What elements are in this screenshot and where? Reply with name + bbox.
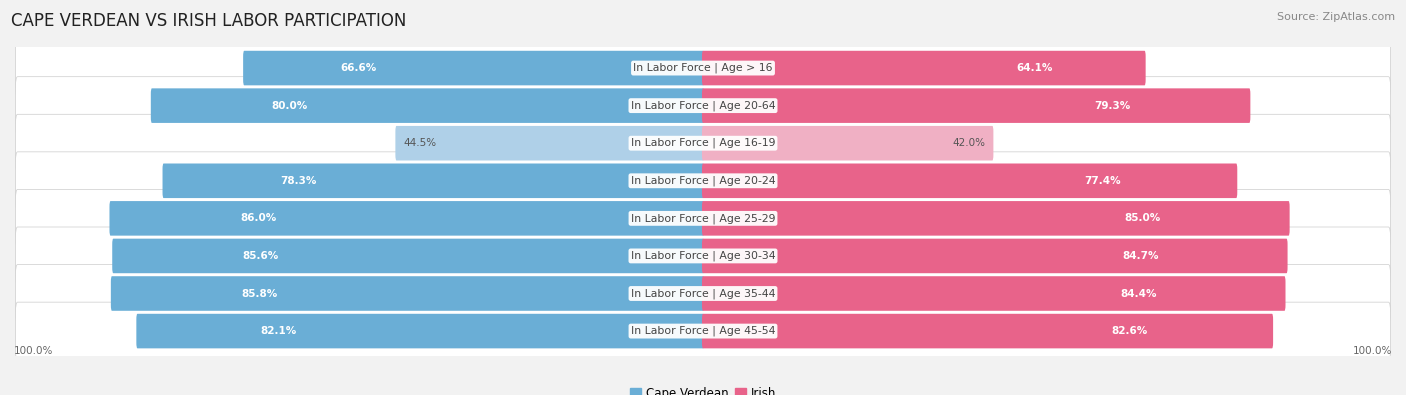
Text: 84.4%: 84.4% [1121,288,1157,299]
FancyBboxPatch shape [111,276,704,311]
FancyBboxPatch shape [702,314,1272,348]
Text: 84.7%: 84.7% [1122,251,1159,261]
Text: 85.8%: 85.8% [242,288,278,299]
FancyBboxPatch shape [163,164,704,198]
Text: 85.0%: 85.0% [1123,213,1160,223]
FancyBboxPatch shape [15,152,1391,210]
Text: CAPE VERDEAN VS IRISH LABOR PARTICIPATION: CAPE VERDEAN VS IRISH LABOR PARTICIPATIO… [11,12,406,30]
Text: 85.6%: 85.6% [243,251,278,261]
Text: 82.6%: 82.6% [1112,326,1147,336]
FancyBboxPatch shape [702,164,1237,198]
Legend: Cape Verdean, Irish: Cape Verdean, Irish [624,383,782,395]
Text: 44.5%: 44.5% [404,138,436,148]
FancyBboxPatch shape [395,126,704,160]
Text: In Labor Force | Age 16-19: In Labor Force | Age 16-19 [631,138,775,149]
Text: In Labor Force | Age 30-34: In Labor Force | Age 30-34 [631,251,775,261]
Text: In Labor Force | Age > 16: In Labor Force | Age > 16 [633,63,773,73]
Text: 82.1%: 82.1% [260,326,297,336]
FancyBboxPatch shape [15,265,1391,322]
Text: 79.3%: 79.3% [1095,101,1130,111]
Text: 86.0%: 86.0% [240,213,277,223]
FancyBboxPatch shape [702,201,1289,236]
FancyBboxPatch shape [702,239,1288,273]
FancyBboxPatch shape [702,126,994,160]
Text: 100.0%: 100.0% [1353,346,1392,356]
FancyBboxPatch shape [150,88,704,123]
FancyBboxPatch shape [15,39,1391,97]
FancyBboxPatch shape [15,114,1391,172]
Text: In Labor Force | Age 25-29: In Labor Force | Age 25-29 [631,213,775,224]
Text: In Labor Force | Age 20-64: In Labor Force | Age 20-64 [631,100,775,111]
FancyBboxPatch shape [243,51,704,85]
FancyBboxPatch shape [15,302,1391,360]
FancyBboxPatch shape [702,88,1250,123]
Text: Source: ZipAtlas.com: Source: ZipAtlas.com [1277,12,1395,22]
FancyBboxPatch shape [15,190,1391,247]
Text: In Labor Force | Age 20-24: In Labor Force | Age 20-24 [631,175,775,186]
Text: 100.0%: 100.0% [14,346,53,356]
FancyBboxPatch shape [702,276,1285,311]
Text: In Labor Force | Age 45-54: In Labor Force | Age 45-54 [631,326,775,336]
Text: 42.0%: 42.0% [952,138,986,148]
FancyBboxPatch shape [110,201,704,236]
FancyBboxPatch shape [112,239,704,273]
FancyBboxPatch shape [15,77,1391,135]
Text: 64.1%: 64.1% [1017,63,1053,73]
Text: 66.6%: 66.6% [340,63,377,73]
Text: In Labor Force | Age 35-44: In Labor Force | Age 35-44 [631,288,775,299]
FancyBboxPatch shape [15,227,1391,285]
FancyBboxPatch shape [702,51,1146,85]
Text: 77.4%: 77.4% [1084,176,1121,186]
FancyBboxPatch shape [136,314,704,348]
Text: 80.0%: 80.0% [271,101,308,111]
Text: 78.3%: 78.3% [280,176,316,186]
